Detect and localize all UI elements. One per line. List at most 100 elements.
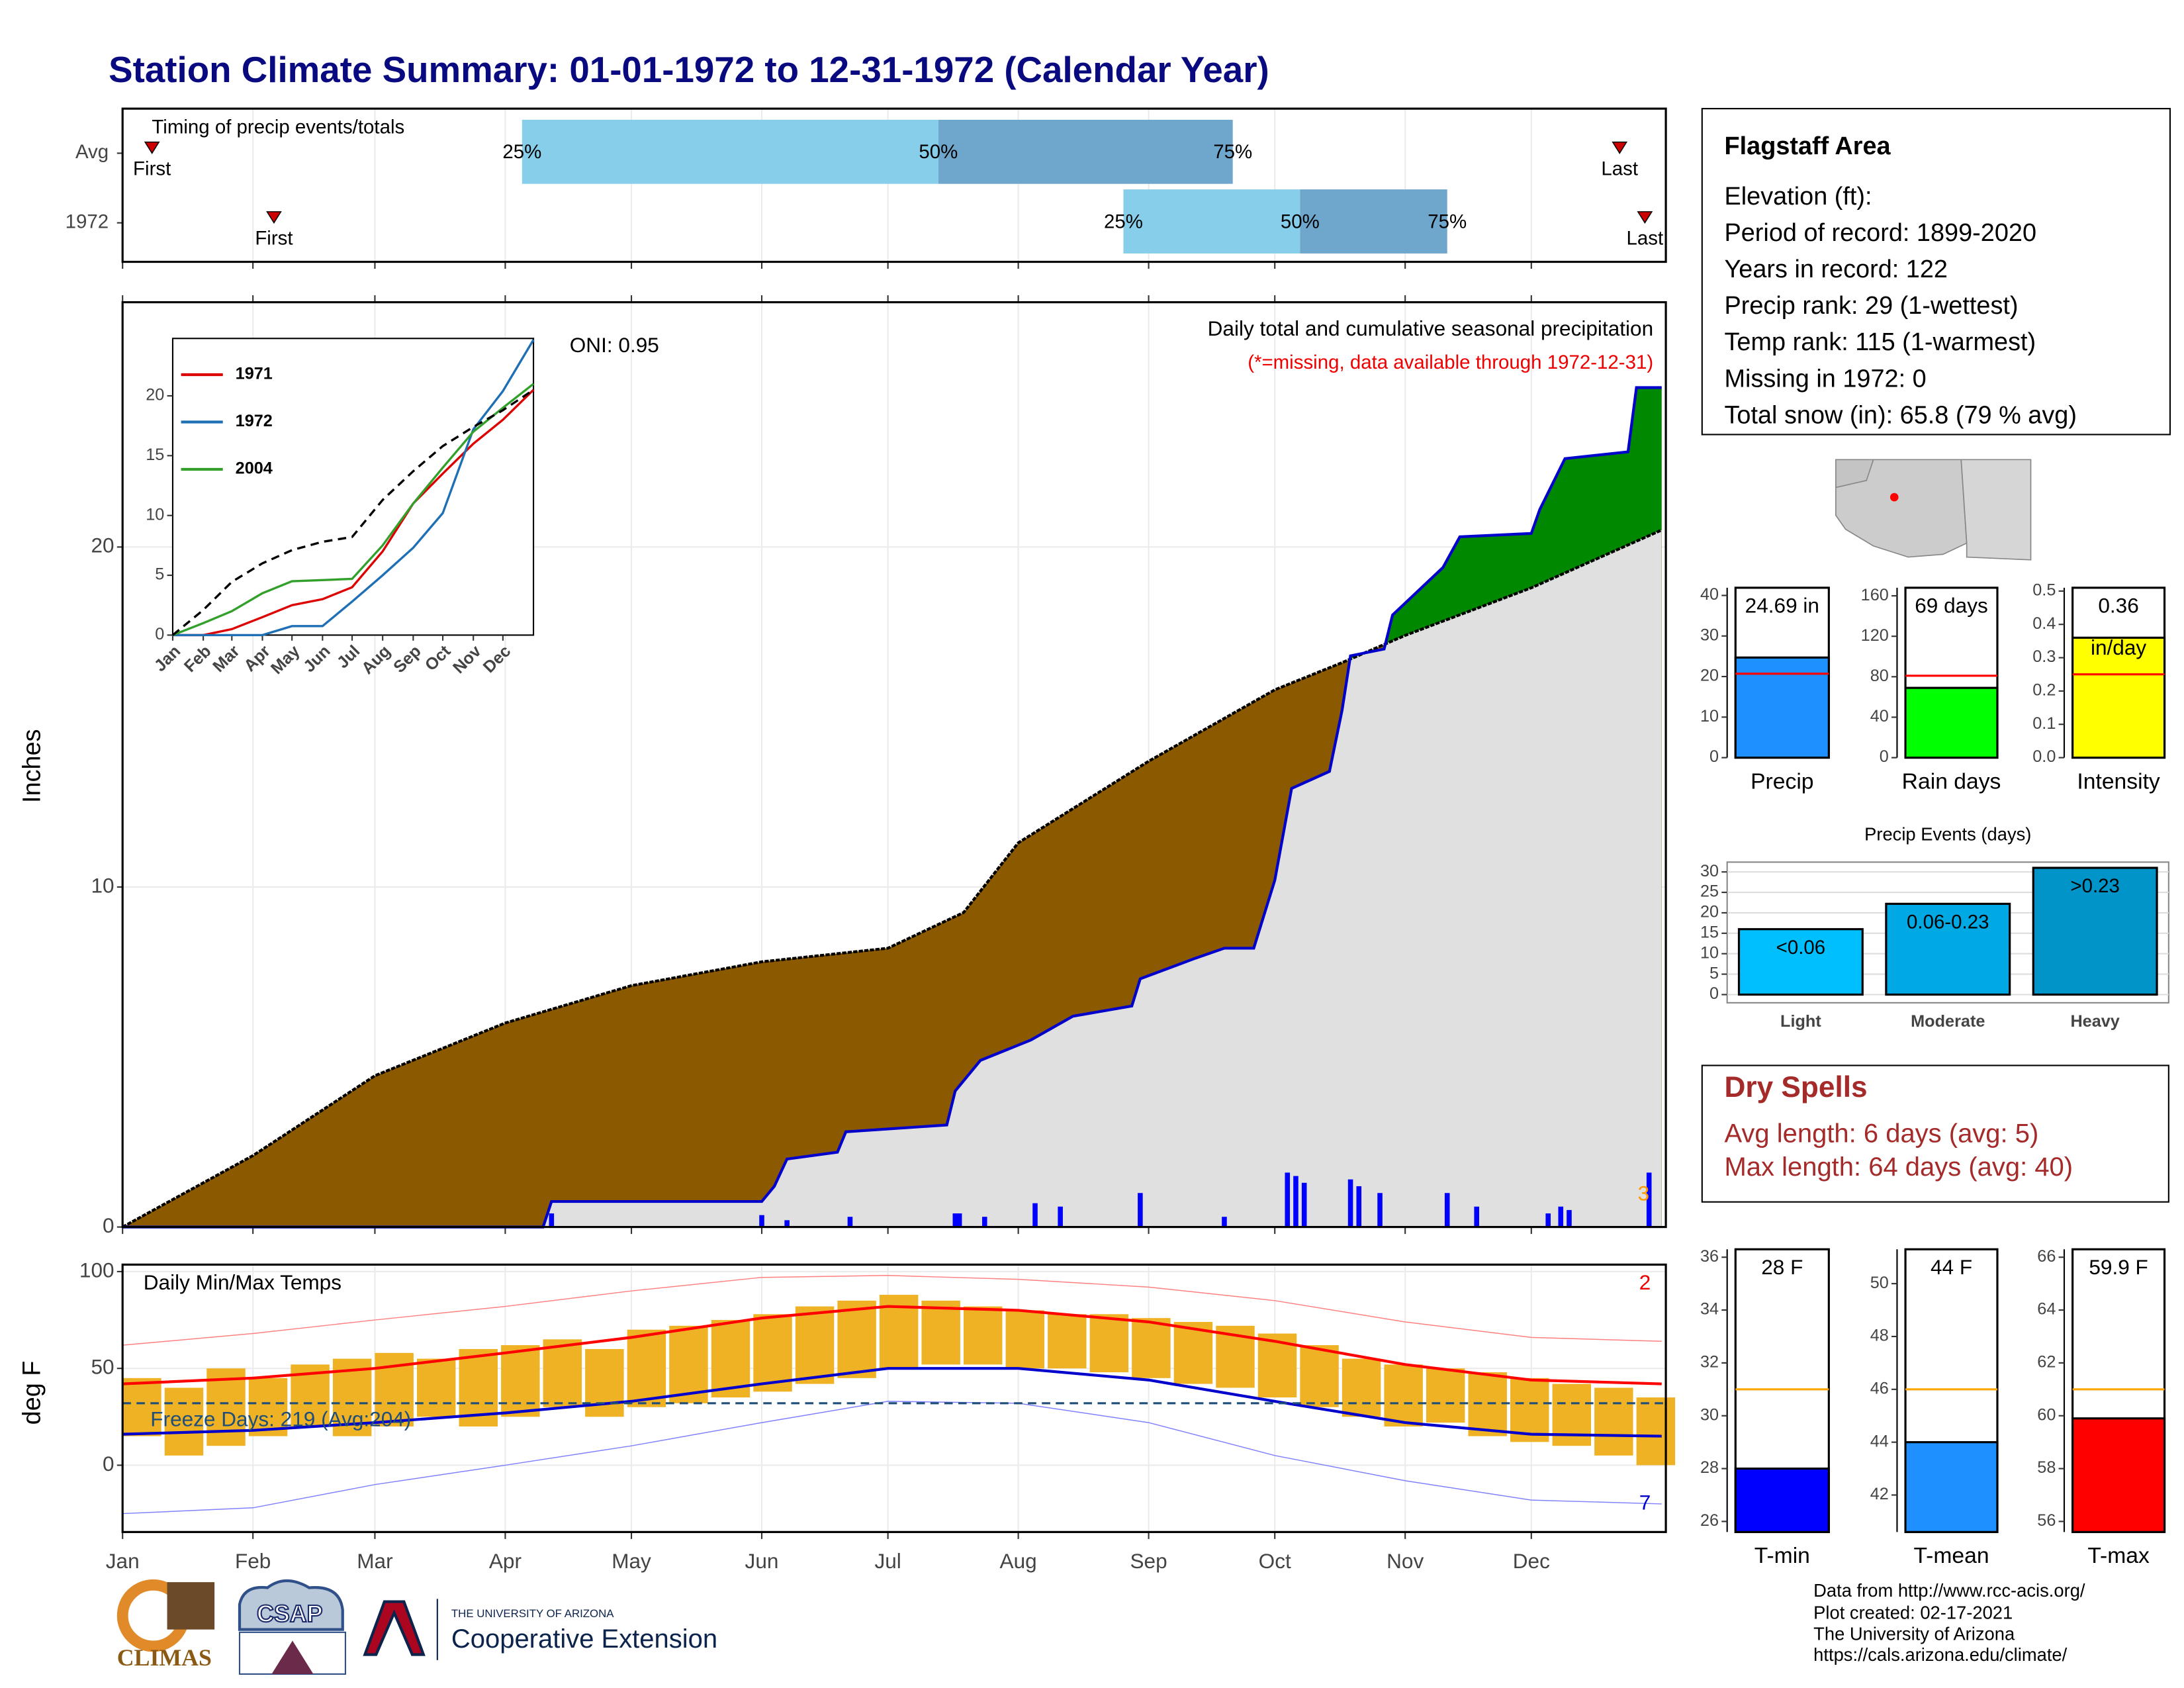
quartile-bar xyxy=(522,119,938,184)
quartile-bar xyxy=(938,119,1233,184)
daily-temp-range xyxy=(669,1325,708,1403)
logo-university: THE UNIVERSITY OF ARIZONA xyxy=(451,1607,614,1620)
x-tick-label: Dec xyxy=(1513,1549,1550,1573)
x-tick-label: Heavy xyxy=(2070,1012,2119,1031)
plot-border xyxy=(121,301,1667,1229)
daily-temp-range xyxy=(964,1306,1003,1365)
annotation: Daily total and cumulative seasonal prec… xyxy=(1208,316,1653,340)
y-tick-label: 56 xyxy=(2037,1511,2056,1530)
bar xyxy=(2071,1417,2166,1533)
daily-precip-bar xyxy=(549,1213,555,1227)
legend-label: 1971 xyxy=(236,365,273,383)
daily-temp-range xyxy=(164,1387,204,1456)
annotation: 3 xyxy=(1638,1182,1650,1205)
state-new-mexico xyxy=(1960,459,2032,561)
y-tick-label: 50 xyxy=(91,1355,114,1379)
daily-temp-range xyxy=(1426,1368,1465,1423)
x-tick-label: Jun xyxy=(745,1549,779,1573)
x-tick-label: Precip xyxy=(1751,769,1813,794)
x-tick-label: Jul xyxy=(874,1549,901,1573)
station-line: Period of record: 1899-2020 xyxy=(1724,219,2036,247)
y-tick-label: 15 xyxy=(146,445,164,464)
station-location xyxy=(1889,492,1899,502)
y-tick-label: 30 xyxy=(1700,626,1719,644)
daily-temp-range xyxy=(1173,1321,1213,1384)
daily-temp-range xyxy=(1552,1383,1592,1446)
annotation: (*=missing, data available through 1972-… xyxy=(1248,352,1653,373)
page-title: Station Climate Summary: 01-01-1972 to 1… xyxy=(109,49,1269,90)
bar xyxy=(2032,867,2158,996)
station-line: Elevation (ft): xyxy=(1724,183,1872,211)
bar xyxy=(1885,902,2011,996)
y-axis-label: Inches xyxy=(19,729,46,803)
y-tick-label: 0 xyxy=(155,625,164,643)
value-label: 44 F xyxy=(1931,1255,1972,1279)
y-tick-label: 58 xyxy=(2037,1458,2056,1477)
y-tick-label: 30 xyxy=(1700,862,1719,880)
dry-spells-line: Max length: 64 days (avg: 40) xyxy=(1724,1152,2073,1182)
y-tick-label: 20 xyxy=(1700,667,1719,685)
quartile-label: 25% xyxy=(502,141,541,163)
dry-spells-title: Dry Spells xyxy=(1724,1071,1867,1103)
daily-temp-range xyxy=(837,1300,876,1378)
annotation: 2 xyxy=(1639,1270,1651,1294)
station-line: Total snow (in): 65.8 (79 % avg) xyxy=(1724,402,2076,430)
y-tick-label: 40 xyxy=(1700,585,1719,604)
daily-precip-bar xyxy=(1222,1217,1227,1227)
x-tick-label: Mar xyxy=(357,1549,392,1573)
daily-precip-bar xyxy=(1138,1193,1143,1227)
y-tick-label: 40 xyxy=(1870,707,1889,726)
annotation: ONI: 0.95 xyxy=(570,333,659,357)
event-marker xyxy=(266,211,282,224)
y-tick-label: 0.3 xyxy=(2032,647,2056,666)
locator-map xyxy=(1835,459,2032,561)
logo-csap: CSAP xyxy=(257,1601,322,1627)
y-tick-label: 20 xyxy=(146,386,164,404)
y-tick-label: 10 xyxy=(1700,707,1719,726)
climas-emblem-block xyxy=(167,1582,215,1630)
row-label: Avg xyxy=(75,141,109,163)
cumulative-line xyxy=(122,386,1662,1229)
quartile-label: 50% xyxy=(919,141,958,163)
y-tick-label: 36 xyxy=(1700,1247,1719,1266)
temp-line xyxy=(122,1401,1662,1515)
daily-temp-range xyxy=(753,1314,792,1392)
credit: Plot created: 02-17-2021 xyxy=(1813,1603,2013,1623)
station-lines: Elevation (ft): Period of record: 1899-20… xyxy=(1724,183,2076,430)
temp-line xyxy=(122,1305,1662,1385)
y-tick-label: 0 xyxy=(103,1452,114,1476)
y-tick-label: 60 xyxy=(2037,1405,2056,1424)
daily-temp-range xyxy=(206,1368,246,1446)
y-tick-label: 0.1 xyxy=(2032,714,2056,733)
bar xyxy=(1734,656,1830,759)
daily-temp-range xyxy=(711,1320,751,1398)
quartile-label: 75% xyxy=(1428,211,1467,232)
logo-extension: Cooperative Extension xyxy=(451,1624,717,1654)
x-tick-label: Intensity xyxy=(2077,769,2160,794)
x-tick-label: Jan xyxy=(106,1549,140,1573)
x-tick-label: Apr xyxy=(489,1549,522,1573)
daily-temp-range xyxy=(1048,1314,1087,1369)
bar xyxy=(1904,686,1999,759)
station-line: Temp rank: 115 (1-warmest) xyxy=(1724,328,2036,356)
bin-label: <0.06 xyxy=(1776,937,1826,959)
y-tick-label: 46 xyxy=(1870,1379,1889,1397)
daily-temp-range xyxy=(627,1329,666,1407)
daily-temp-range xyxy=(122,1378,161,1436)
legend-label: 2004 xyxy=(236,459,273,478)
y-tick-label: 0 xyxy=(1880,747,1889,766)
y-tick-label: 42 xyxy=(1870,1485,1889,1503)
daily-precip-bar xyxy=(1377,1193,1383,1227)
daily-temp-range xyxy=(501,1345,540,1417)
y-tick-label: 20 xyxy=(91,534,114,557)
temp-line xyxy=(122,1275,1662,1346)
ua-logo xyxy=(363,1600,426,1656)
value-label: 24.69 in xyxy=(1745,594,1819,618)
bar xyxy=(1904,1441,1999,1533)
quartile-label: 50% xyxy=(1281,211,1320,232)
y-tick-label: 0 xyxy=(1709,984,1719,1003)
value-label: 0.36 xyxy=(2098,594,2138,618)
x-tick-label: T-mean xyxy=(1913,1544,1989,1568)
x-tick-label: Feb xyxy=(235,1549,271,1573)
